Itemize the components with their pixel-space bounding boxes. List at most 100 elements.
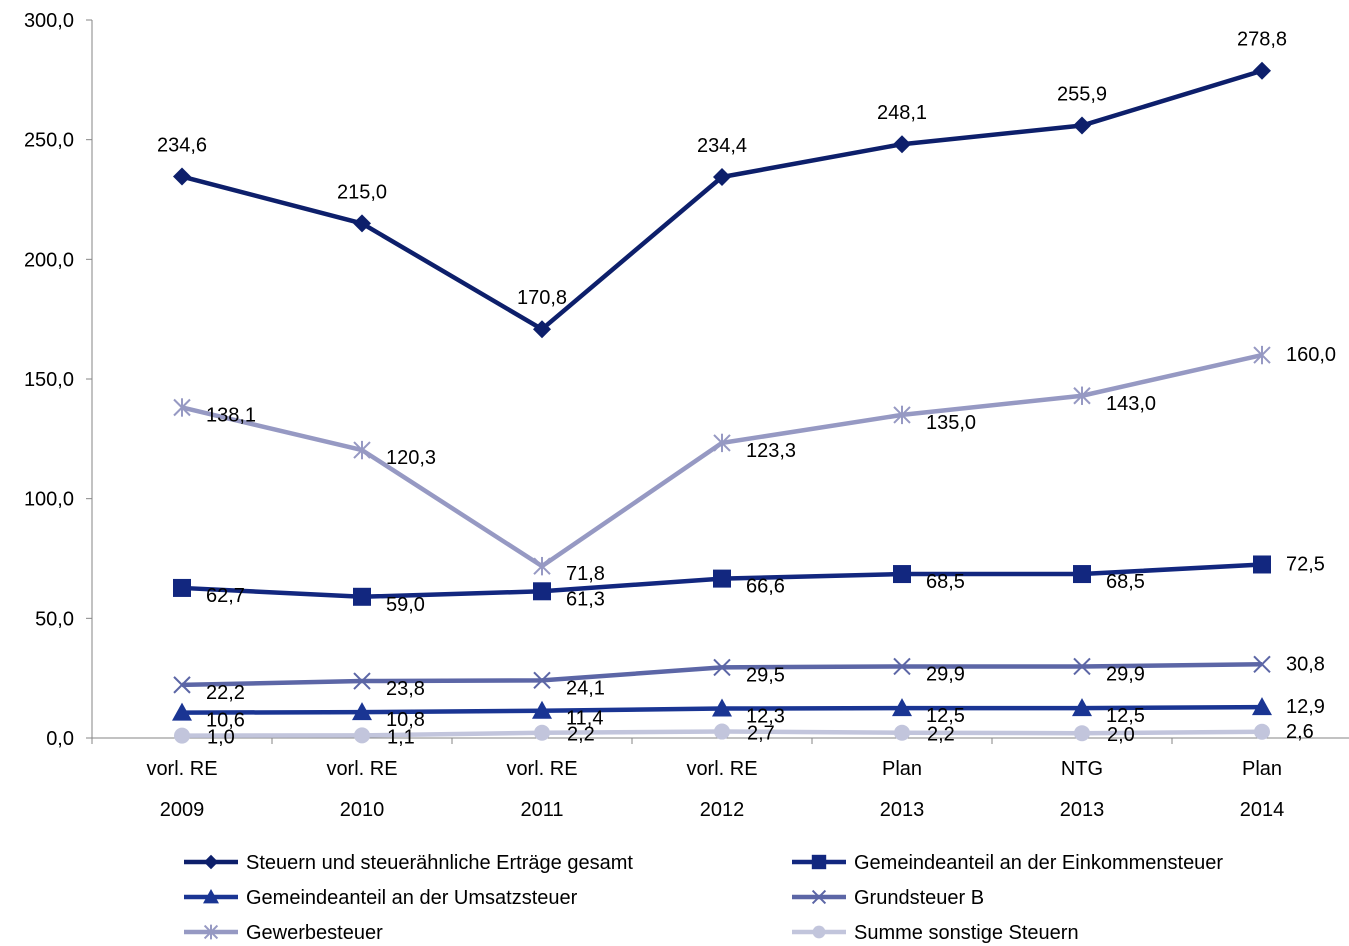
data-point-stroke — [1073, 657, 1091, 676]
data-label: 234,6 — [157, 135, 207, 157]
series-1 — [173, 555, 1271, 606]
series-2 — [172, 697, 1272, 721]
data-label: 12,9 — [1286, 696, 1325, 718]
data-label: 29,5 — [746, 664, 785, 686]
data-label: 138,1 — [206, 404, 256, 426]
data-label: 123,3 — [746, 440, 796, 462]
data-label: 170,8 — [517, 287, 567, 309]
data-point — [714, 723, 730, 740]
y-tick-label: 150,0 — [24, 369, 74, 391]
data-point — [1252, 697, 1272, 716]
data-point — [1254, 723, 1270, 740]
data-label: 29,9 — [1106, 663, 1145, 685]
data-point — [533, 320, 551, 339]
x-tick-year-label: 2012 — [700, 799, 745, 821]
series-line — [181, 352, 1263, 569]
x-tick-year-label: 2014 — [1240, 799, 1285, 821]
x-tick-label: vorl. RE — [326, 758, 397, 780]
data-point — [173, 167, 191, 186]
data-label: 11,4 — [566, 708, 603, 730]
legend-marker — [811, 854, 827, 870]
y-tick-label: 200,0 — [24, 249, 74, 271]
data-point — [354, 727, 370, 744]
data-point — [893, 565, 911, 584]
legend-marker — [812, 925, 826, 939]
legend-label: Steuern und steuerähnliche Erträge gesam… — [246, 852, 633, 874]
x-tick-year-label: 2009 — [160, 799, 205, 821]
data-point — [172, 702, 192, 721]
data-point — [1253, 61, 1271, 80]
data-point — [1073, 386, 1091, 405]
data-label: 1,0 — [207, 727, 235, 749]
data-label: 22,2 — [206, 682, 245, 704]
data-point — [174, 727, 190, 744]
data-point — [352, 702, 372, 721]
data-label: 71,8 — [566, 563, 605, 585]
data-point-stroke — [173, 676, 191, 694]
x-tick-year-label: 2010 — [340, 799, 385, 821]
data-label: 120,3 — [386, 447, 436, 469]
x-tick-label: vorl. RE — [146, 758, 217, 780]
data-label: 62,7 — [206, 585, 245, 607]
x-tick-label: Plan — [882, 758, 922, 780]
data-point — [1253, 555, 1271, 574]
legend-item: Summe sonstige Steuern — [792, 922, 1079, 944]
data-label: 72,5 — [1286, 553, 1325, 575]
data-point — [353, 587, 371, 606]
legend-marker — [203, 924, 219, 940]
legend-item: Gemeindeanteil an der Einkommensteuer — [792, 852, 1223, 874]
data-point — [173, 398, 191, 417]
legend-label: Grundsteuer B — [854, 887, 984, 909]
data-point-stroke — [1253, 655, 1271, 673]
data-label: 59,0 — [386, 594, 425, 616]
data-label: 30,8 — [1286, 653, 1325, 675]
data-point — [893, 657, 911, 676]
legend-marker-stroke — [811, 889, 827, 905]
data-label: 66,6 — [746, 576, 785, 598]
x-tick-year-label: 2011 — [520, 799, 563, 821]
data-label: 29,9 — [926, 663, 965, 685]
data-label: 24,1 — [566, 677, 605, 699]
data-label: 12,5 — [926, 705, 965, 727]
series-lines — [172, 61, 1272, 744]
data-point — [713, 433, 731, 453]
data-point — [713, 168, 731, 187]
data-point — [353, 672, 371, 690]
legend-item: Steuern und steuerähnliche Erträge gesam… — [184, 852, 633, 874]
data-point-stroke — [353, 672, 371, 690]
data-point-stroke — [893, 657, 911, 676]
legend-item: Gewerbesteuer — [184, 922, 383, 944]
legend-label: Gewerbesteuer — [246, 922, 383, 944]
data-point — [713, 658, 731, 677]
x-tick-label: vorl. RE — [506, 758, 577, 780]
data-label: 278,8 — [1237, 29, 1287, 51]
data-point — [534, 724, 550, 741]
data-label: 1,1 — [387, 726, 415, 748]
legend-marker — [203, 854, 219, 870]
data-label: 2,2 — [567, 724, 595, 746]
data-label: 2,2 — [927, 724, 955, 746]
data-point — [712, 698, 732, 717]
legend: Steuern und steuerähnliche Erträge gesam… — [184, 852, 1223, 944]
data-point-stroke — [533, 671, 551, 690]
legend-item: Grundsteuer B — [792, 887, 984, 909]
legend-marker — [203, 889, 219, 904]
y-tick-label: 0,0 — [46, 728, 74, 750]
data-label: 61,3 — [566, 588, 605, 610]
legend-marker — [811, 889, 827, 905]
data-label: 23,8 — [386, 678, 425, 700]
data-point — [892, 698, 912, 717]
data-label: 215,0 — [337, 181, 387, 203]
x-tick-label: NTG — [1061, 758, 1103, 780]
data-point — [533, 556, 551, 576]
legend-label: Gemeindeanteil an der Umsatzsteuer — [246, 887, 578, 909]
data-point — [1073, 657, 1091, 676]
data-label: 12,3 — [746, 706, 785, 728]
y-tick-label: 100,0 — [24, 489, 74, 511]
data-label: 160,0 — [1286, 344, 1336, 366]
data-label: 2,7 — [747, 723, 775, 745]
series-3 — [173, 655, 1271, 694]
data-label: 2,6 — [1286, 721, 1314, 743]
data-point — [532, 700, 552, 719]
